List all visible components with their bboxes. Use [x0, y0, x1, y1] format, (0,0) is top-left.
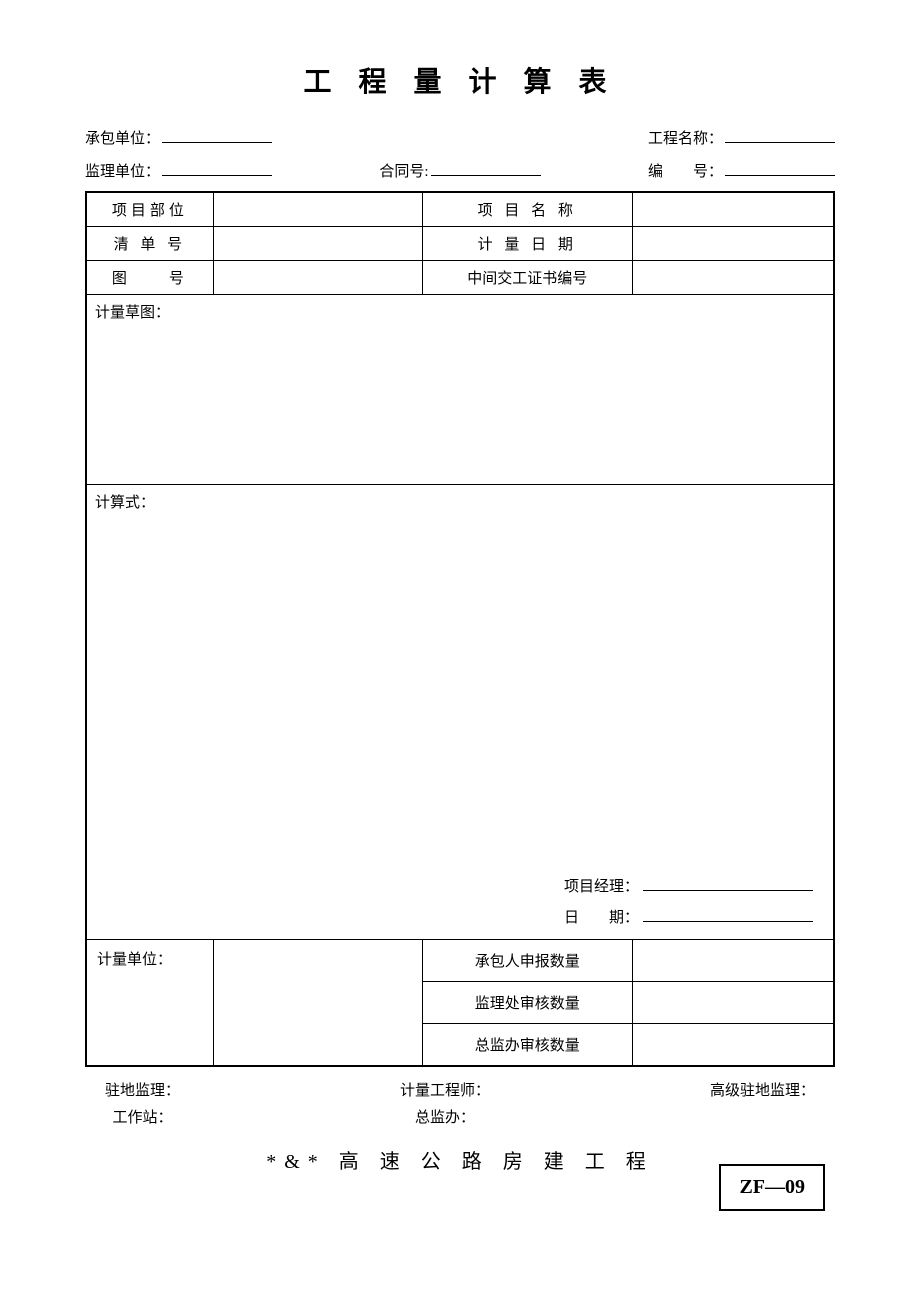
supervisor-field: 监理单位： — [85, 158, 272, 181]
sig-resident: 驻地监理： — [105, 1079, 180, 1100]
serial-no-label: 编 号： — [648, 160, 723, 181]
pm-sign-block: 项目经理： 日 期： — [97, 869, 823, 931]
contractor-label: 承包单位： — [85, 127, 160, 148]
serial-no-blank[interactable] — [725, 158, 835, 176]
date-blank[interactable] — [643, 904, 813, 922]
header-fields: 承包单位： 工程名称： 监理单位： 合同号: 编 号： — [85, 125, 835, 181]
footer-signatures: 驻地监理： 工作站： 计量工程师： 总监办： 高级驻地监理： — [85, 1079, 835, 1127]
cell-project-part-value[interactable] — [213, 192, 422, 227]
signature-row: 项目经理： 日 期： — [86, 865, 834, 940]
contractor-blank[interactable] — [162, 125, 272, 143]
qty3-label: 总监办审核数量 — [423, 1023, 632, 1066]
signature-cell: 项目经理： 日 期： — [86, 865, 834, 940]
main-table: 项目部位 项 目 名 称 清 单 号 计 量 日 期 图 号 中间交工证书编号 … — [85, 191, 835, 1067]
sketch-label: 计量草图： — [95, 305, 170, 321]
cell-project-name-value[interactable] — [632, 192, 834, 227]
unit-label-cell: 计量单位： — [86, 939, 213, 1066]
cell-project-name-label: 项 目 名 称 — [423, 192, 632, 227]
sig-engineer: 计量工程师： — [400, 1079, 490, 1100]
project-name-field: 工程名称： — [648, 125, 835, 148]
project-name-label: 工程名称： — [648, 127, 723, 148]
serial-no-field: 编 号： — [648, 158, 835, 181]
sig-station: 工作站： — [105, 1106, 180, 1127]
sig-senior: 高级驻地监理： — [710, 1079, 815, 1100]
cell-project-part-label: 项目部位 — [86, 192, 213, 227]
formula-section[interactable]: 计算式： — [86, 485, 834, 865]
footer-col-2: 计量工程师： 总监办： — [400, 1079, 490, 1127]
pm-blank[interactable] — [643, 873, 813, 891]
sketch-section[interactable]: 计量草图： — [86, 295, 834, 485]
form-code-box: ZF—09 — [719, 1164, 825, 1211]
qty1-label: 承包人申报数量 — [423, 939, 632, 981]
cell-cert-no-label: 中间交工证书编号 — [423, 261, 632, 295]
footer-col-3: 高级驻地监理： — [710, 1079, 815, 1127]
contractor-field: 承包单位： — [85, 125, 272, 148]
contract-no-blank[interactable] — [431, 158, 541, 176]
page-container: 工 程 量 计 算 表 承包单位： 工程名称： 监理单位： 合同号: 编 号： — [0, 0, 920, 1251]
formula-label: 计算式： — [95, 495, 155, 511]
cell-cert-no-value[interactable] — [632, 261, 834, 295]
footer-col-1: 驻地监理： 工作站： — [105, 1079, 180, 1127]
qty3-value[interactable] — [632, 1023, 834, 1066]
cell-list-no-value[interactable] — [213, 227, 422, 261]
header-row-2: 监理单位： 合同号: 编 号： — [85, 158, 835, 181]
qty2-value[interactable] — [632, 981, 834, 1023]
supervisor-blank[interactable] — [162, 158, 272, 176]
sketch-row: 计量草图： — [86, 295, 834, 485]
date-label: 日 期： — [564, 906, 639, 927]
form-title: 工 程 量 计 算 表 — [85, 60, 835, 100]
header-row-1: 承包单位： 工程名称： — [85, 125, 835, 148]
table-row: 项目部位 项 目 名 称 — [86, 192, 834, 227]
qty-row-1: 计量单位： 承包人申报数量 — [86, 939, 834, 981]
project-name-blank[interactable] — [725, 125, 835, 143]
formula-row: 计算式： — [86, 485, 834, 865]
table-row: 图 号 中间交工证书编号 — [86, 261, 834, 295]
cell-list-no-label: 清 单 号 — [86, 227, 213, 261]
cell-drawing-no-label: 图 号 — [86, 261, 213, 295]
unit-value-cell[interactable] — [213, 939, 422, 1066]
contract-no-field: 合同号: — [379, 158, 540, 181]
code-box-wrap: ZF—09 — [85, 1174, 835, 1211]
unit-label: 计量单位： — [97, 952, 172, 968]
table-row: 清 单 号 计 量 日 期 — [86, 227, 834, 261]
pm-label: 项目经理： — [564, 875, 639, 896]
sig-director: 总监办： — [400, 1106, 490, 1127]
cell-measure-date-value[interactable] — [632, 227, 834, 261]
contract-no-label: 合同号: — [379, 160, 428, 181]
cell-drawing-no-value[interactable] — [213, 261, 422, 295]
cell-measure-date-label: 计 量 日 期 — [423, 227, 632, 261]
qty1-value[interactable] — [632, 939, 834, 981]
date-line: 日 期： — [564, 904, 813, 927]
supervisor-label: 监理单位： — [85, 160, 160, 181]
pm-line: 项目经理： — [564, 873, 813, 896]
qty2-label: 监理处审核数量 — [423, 981, 632, 1023]
